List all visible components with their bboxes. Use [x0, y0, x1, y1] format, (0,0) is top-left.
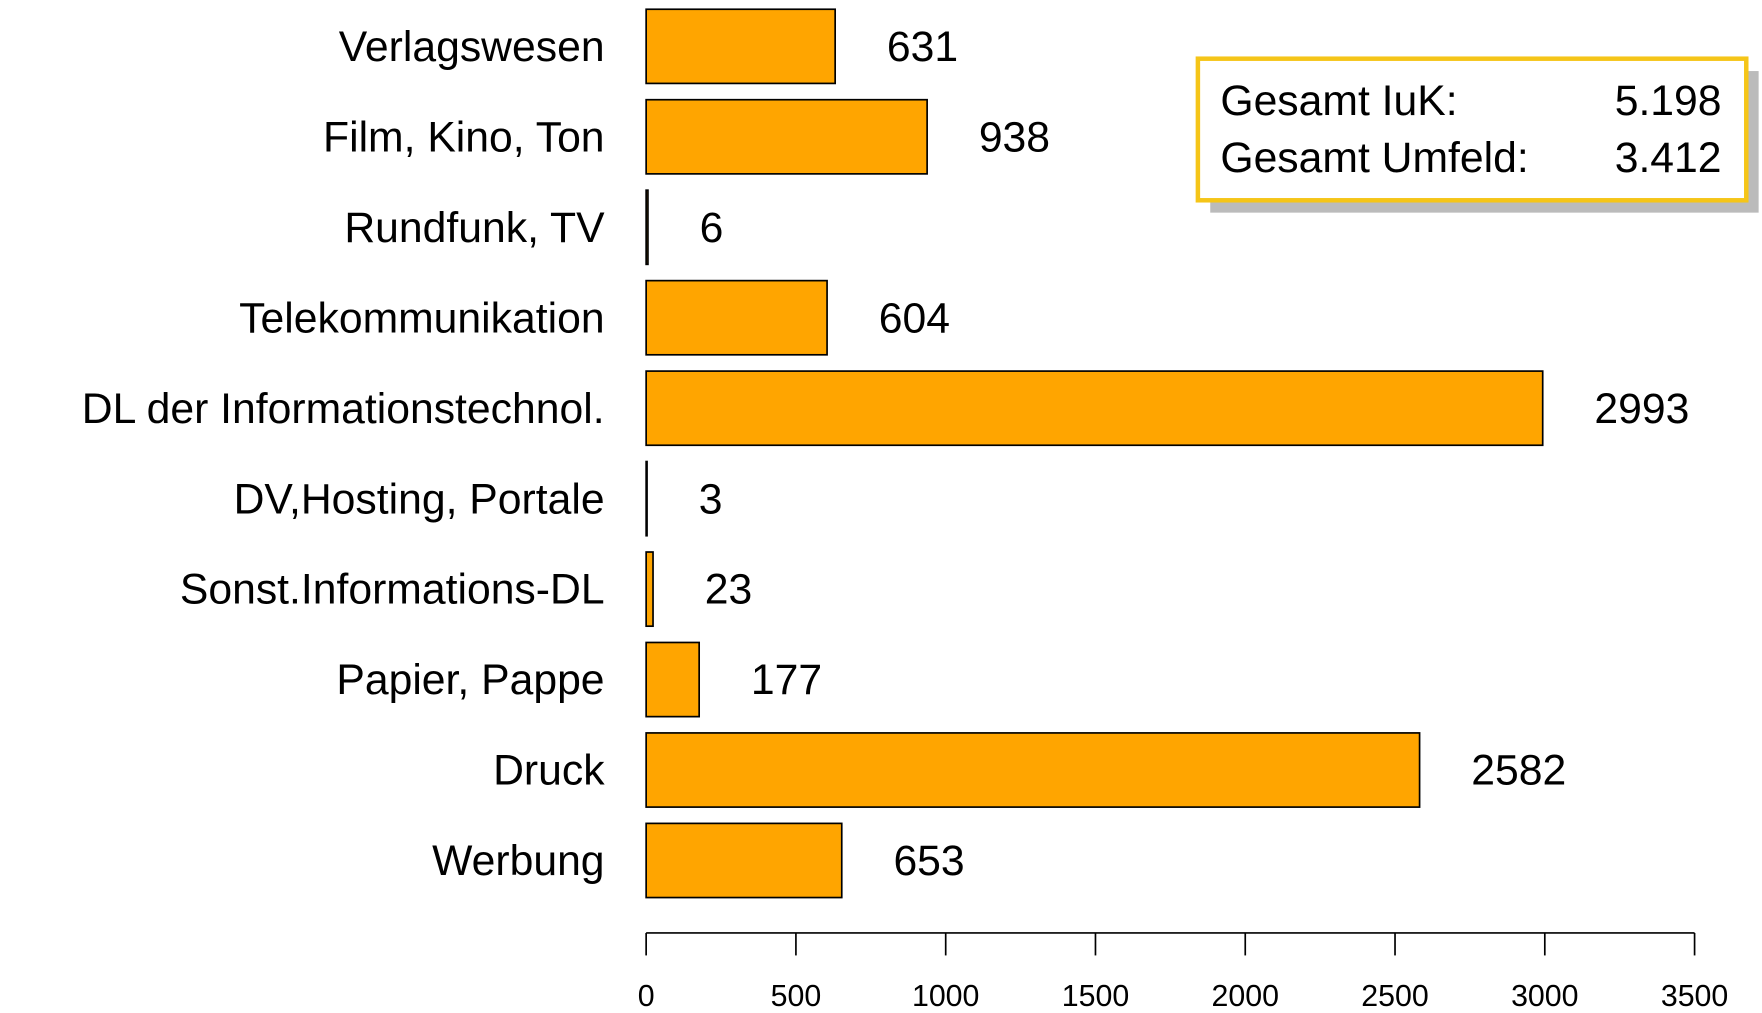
summary-label: Gesamt IuK:: [1220, 77, 1457, 125]
bar: [645, 822, 843, 899]
y-tick-label: DV,Hosting, Portale: [234, 475, 605, 523]
summary-box: [1195, 56, 1749, 203]
value-label: 631: [887, 23, 958, 71]
summary-label: Gesamt Umfeld:: [1220, 134, 1528, 182]
y-tick-label: Verlagswesen: [339, 23, 605, 71]
bar: [645, 98, 928, 175]
value-label: 177: [751, 656, 822, 704]
x-tick-label: 2000: [1212, 980, 1279, 1013]
bar: [645, 279, 828, 356]
x-tick-label: 3000: [1511, 980, 1578, 1013]
x-tick-label: 2500: [1361, 980, 1428, 1013]
value-label: 3: [699, 475, 723, 523]
bar: [645, 370, 1544, 447]
bar: [645, 460, 648, 537]
y-tick-label: Rundfunk, TV: [344, 204, 605, 252]
value-label: 653: [893, 837, 964, 885]
summary-value: 3.412: [1615, 134, 1722, 182]
y-tick-label: Telekommunikation: [239, 294, 604, 342]
x-tick-label: 0: [638, 980, 655, 1013]
x-tick-label: 1500: [1062, 980, 1129, 1013]
y-tick-label: Sonst.Informations-DL: [180, 566, 605, 614]
bar: [645, 551, 654, 628]
x-tick-label: 3500: [1661, 980, 1728, 1013]
value-label: 2993: [1594, 385, 1689, 433]
y-tick-label: Werbung: [432, 837, 604, 885]
bar: [645, 189, 649, 266]
y-tick-label: Papier, Pappe: [336, 656, 604, 704]
bar: [645, 641, 701, 718]
value-label: 23: [705, 566, 752, 614]
bar: [645, 732, 1421, 808]
x-tick-label: 500: [771, 980, 822, 1013]
bar: [645, 8, 837, 85]
y-tick-label: Film, Kino, Ton: [323, 113, 605, 161]
value-label: 604: [879, 294, 950, 342]
value-label: 6: [700, 204, 724, 252]
y-tick-label: DL der Informationstechnol.: [82, 385, 605, 433]
summary-value: 5.198: [1615, 77, 1722, 125]
x-tick-label: 1000: [912, 980, 979, 1013]
y-tick-label: Druck: [493, 747, 605, 795]
value-label: 2582: [1471, 747, 1566, 795]
value-label: 938: [979, 113, 1050, 161]
